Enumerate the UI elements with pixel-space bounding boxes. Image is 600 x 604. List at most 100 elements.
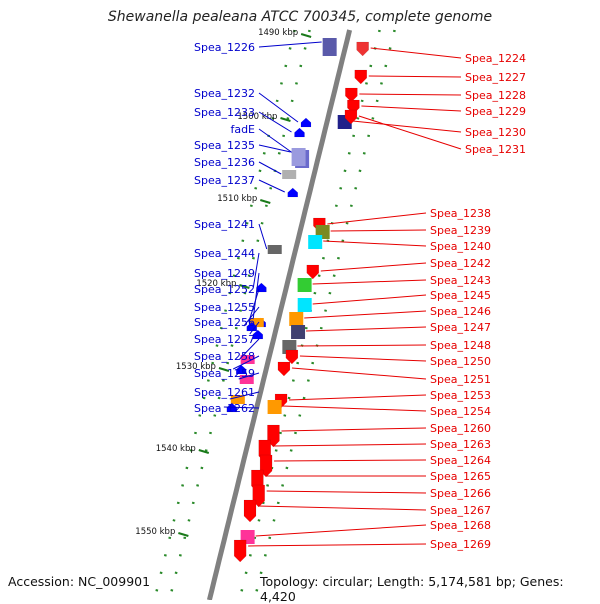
gene-label: Spea_1266 bbox=[430, 487, 491, 500]
gene-label: Spea_1226 bbox=[194, 41, 255, 54]
gene-feature bbox=[345, 87, 358, 103]
gene-label: fadE bbox=[230, 123, 255, 136]
gene-label: Spea_1235 bbox=[194, 139, 255, 152]
gene-feature bbox=[267, 245, 282, 254]
gene-leader-line bbox=[229, 391, 260, 400]
gene-label: Spea_1233 bbox=[194, 106, 255, 119]
gene-leader-line bbox=[248, 288, 260, 323]
gene-label: Spea_1252 bbox=[194, 283, 255, 296]
gene-feature bbox=[297, 298, 312, 312]
gene-label: Spea_1265 bbox=[430, 470, 491, 483]
scale-label: 1530 kbp bbox=[176, 362, 216, 372]
gene-feature bbox=[282, 170, 297, 179]
gene-label: Spea_1240 bbox=[430, 240, 491, 253]
gene-feature bbox=[308, 235, 323, 249]
gene-leader-line bbox=[361, 105, 462, 112]
gene-leader-line bbox=[323, 240, 427, 247]
gene-leader-line bbox=[274, 459, 427, 462]
gene-feature bbox=[277, 361, 291, 377]
scale-label: 1500 kbp bbox=[237, 112, 277, 122]
gene-label: Spea_1262 bbox=[194, 402, 255, 415]
gene-leader-line bbox=[266, 490, 427, 494]
scale-label: 1550 kbp bbox=[135, 527, 175, 537]
gene-feature bbox=[300, 117, 312, 128]
scale-label: 1520 kbp bbox=[196, 279, 236, 289]
gene-leader-line bbox=[289, 394, 427, 401]
gene-label: Spea_1239 bbox=[430, 224, 491, 237]
gene-leader-line bbox=[297, 344, 427, 347]
gene-feature bbox=[297, 278, 312, 292]
scale-label: 1510 kbp bbox=[217, 194, 257, 204]
genome-backbone bbox=[206, 29, 353, 600]
gene-leader-line bbox=[249, 321, 260, 335]
gene-leader-line bbox=[327, 212, 427, 225]
gene-leader-line bbox=[258, 41, 322, 48]
gene-label: Spea_1230 bbox=[465, 126, 526, 139]
scale-tick bbox=[280, 117, 291, 122]
scale-tick bbox=[260, 199, 271, 204]
gene-label: Spea_1246 bbox=[430, 305, 491, 318]
gene-feature bbox=[356, 41, 369, 57]
gene-label: Spea_1227 bbox=[465, 71, 526, 84]
gene-leader-line bbox=[239, 338, 260, 360]
gene-leader-line bbox=[359, 93, 462, 96]
gene-feature bbox=[235, 364, 247, 375]
gene-feature bbox=[354, 69, 368, 85]
gene-leader-line bbox=[257, 505, 427, 511]
gene-leader-line bbox=[232, 355, 260, 370]
gene-leader-line bbox=[238, 372, 260, 380]
gene-feature bbox=[243, 499, 257, 523]
gene-leader-line bbox=[243, 306, 260, 327]
gene-feature bbox=[287, 187, 299, 198]
gene-leader-line bbox=[370, 47, 462, 59]
accession-label: Accession: NC_009901 bbox=[8, 574, 151, 589]
gene-label: Spea_1248 bbox=[430, 339, 491, 352]
scale-label: 1540 kbp bbox=[156, 444, 196, 454]
gene-feature bbox=[240, 355, 255, 364]
gene-feature bbox=[249, 318, 264, 327]
gene-label: Spea_1249 bbox=[194, 267, 255, 280]
gene-feature bbox=[285, 349, 299, 365]
gene-leader-line bbox=[272, 443, 427, 447]
gene-leader-line bbox=[358, 115, 462, 150]
gene-label: Spea_1269 bbox=[430, 538, 491, 551]
gene-leader-line bbox=[258, 144, 291, 153]
gene-feature bbox=[289, 312, 304, 326]
gene-leader-line bbox=[304, 310, 427, 319]
gene-leader-line bbox=[368, 75, 462, 78]
scale-tick bbox=[218, 367, 230, 372]
gene-leader-line bbox=[258, 179, 285, 193]
scale-tick bbox=[178, 532, 189, 537]
gene-label: Spea_1228 bbox=[465, 89, 526, 102]
gene-feature bbox=[306, 264, 320, 280]
gene-leader-line bbox=[291, 367, 427, 380]
gene-feature bbox=[230, 395, 245, 404]
gene-label: Spea_1264 bbox=[430, 454, 491, 467]
gene-leader-line bbox=[223, 406, 260, 409]
gene-leader-line bbox=[258, 223, 268, 250]
gene-label: Spea_1267 bbox=[430, 504, 491, 517]
gene-label: Spea_1244 bbox=[194, 247, 255, 260]
gene-label: Spea_1237 bbox=[194, 174, 255, 187]
gene-leader-line bbox=[258, 111, 292, 133]
genome-title: Shewanella pealeana ATCC 700345, complet… bbox=[107, 9, 493, 25]
gene-feature bbox=[291, 325, 306, 339]
gene-label: Spea_1243 bbox=[430, 274, 491, 287]
gene-label: Spea_1268 bbox=[430, 519, 491, 532]
gene-label: Spea_1251 bbox=[430, 373, 491, 386]
gene-feature bbox=[294, 127, 305, 138]
gene-label: Spea_1229 bbox=[465, 105, 526, 118]
gene-leader-line bbox=[258, 128, 295, 155]
gene-leader-line bbox=[312, 279, 427, 285]
gene-leader-line bbox=[248, 543, 427, 547]
gene-leader-line bbox=[312, 294, 427, 305]
gene-leader-line bbox=[281, 427, 427, 432]
gene-label: Spea_1261 bbox=[194, 386, 255, 399]
gene-leader-line bbox=[282, 405, 427, 412]
gene-label: Spea_1231 bbox=[465, 143, 526, 156]
gene-label: Spea_1242 bbox=[430, 257, 491, 270]
gene-leader-line bbox=[258, 161, 282, 175]
gene-feature bbox=[239, 375, 254, 384]
gene-feature bbox=[344, 109, 358, 125]
